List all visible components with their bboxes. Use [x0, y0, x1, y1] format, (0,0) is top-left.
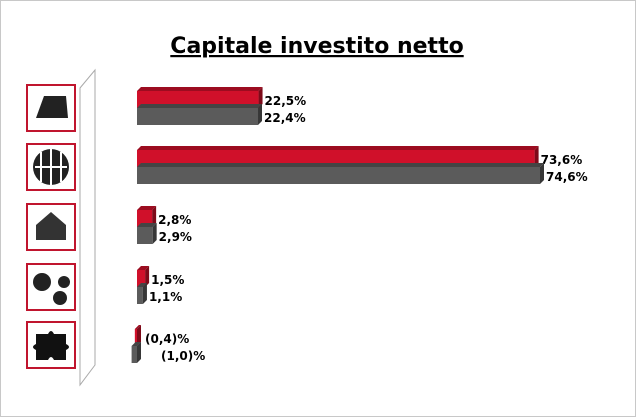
gear	[33, 273, 51, 291]
value-label: 1,1%	[149, 290, 182, 304]
icon-gears	[26, 263, 76, 311]
bar	[137, 150, 535, 167]
gear	[58, 276, 70, 288]
bar-top	[137, 223, 157, 227]
bar-side	[142, 283, 147, 304]
value-label: (1,0)%	[161, 349, 205, 363]
bar	[137, 91, 259, 108]
bar-top	[137, 206, 157, 210]
icon-panel	[79, 68, 96, 387]
bar-side	[534, 146, 539, 167]
bar	[137, 270, 146, 287]
value-label: 22,5%	[265, 94, 307, 108]
value-label: 2,9%	[159, 230, 192, 244]
bar-top	[137, 104, 263, 108]
train-shape	[36, 96, 68, 118]
bar	[134, 329, 137, 346]
station-shape	[36, 212, 66, 240]
network-lines	[35, 149, 67, 185]
bar	[137, 167, 540, 184]
gear	[53, 291, 67, 305]
value-label: 74,6%	[546, 170, 588, 184]
bar	[137, 227, 153, 244]
bar	[137, 108, 259, 125]
bar-side	[145, 266, 150, 287]
bar-top	[134, 325, 141, 329]
bar-side	[137, 325, 141, 346]
bar-side	[258, 87, 263, 108]
bar-top	[137, 146, 539, 150]
bar-side	[540, 163, 544, 184]
bar-side	[152, 206, 157, 227]
bar-side	[258, 104, 263, 125]
bar-top	[131, 342, 141, 346]
bar-top	[137, 266, 150, 270]
chart-title: Capitale investito netto	[170, 34, 463, 59]
bar	[131, 346, 137, 363]
puzzle-shape	[33, 331, 69, 360]
value-label: 22,4%	[264, 111, 306, 125]
value-label: 2,8%	[158, 213, 191, 227]
bar-side	[137, 342, 141, 363]
value-label: (0,4)%	[145, 332, 189, 346]
value-label: 1,5%	[151, 273, 184, 287]
bar	[137, 210, 153, 227]
bar-side	[152, 223, 157, 244]
value-label: 73,6%	[541, 153, 583, 167]
bar-top	[137, 87, 263, 91]
bar-top	[137, 283, 147, 287]
bar	[137, 287, 143, 304]
icons	[26, 84, 76, 369]
bar-top	[137, 163, 544, 167]
